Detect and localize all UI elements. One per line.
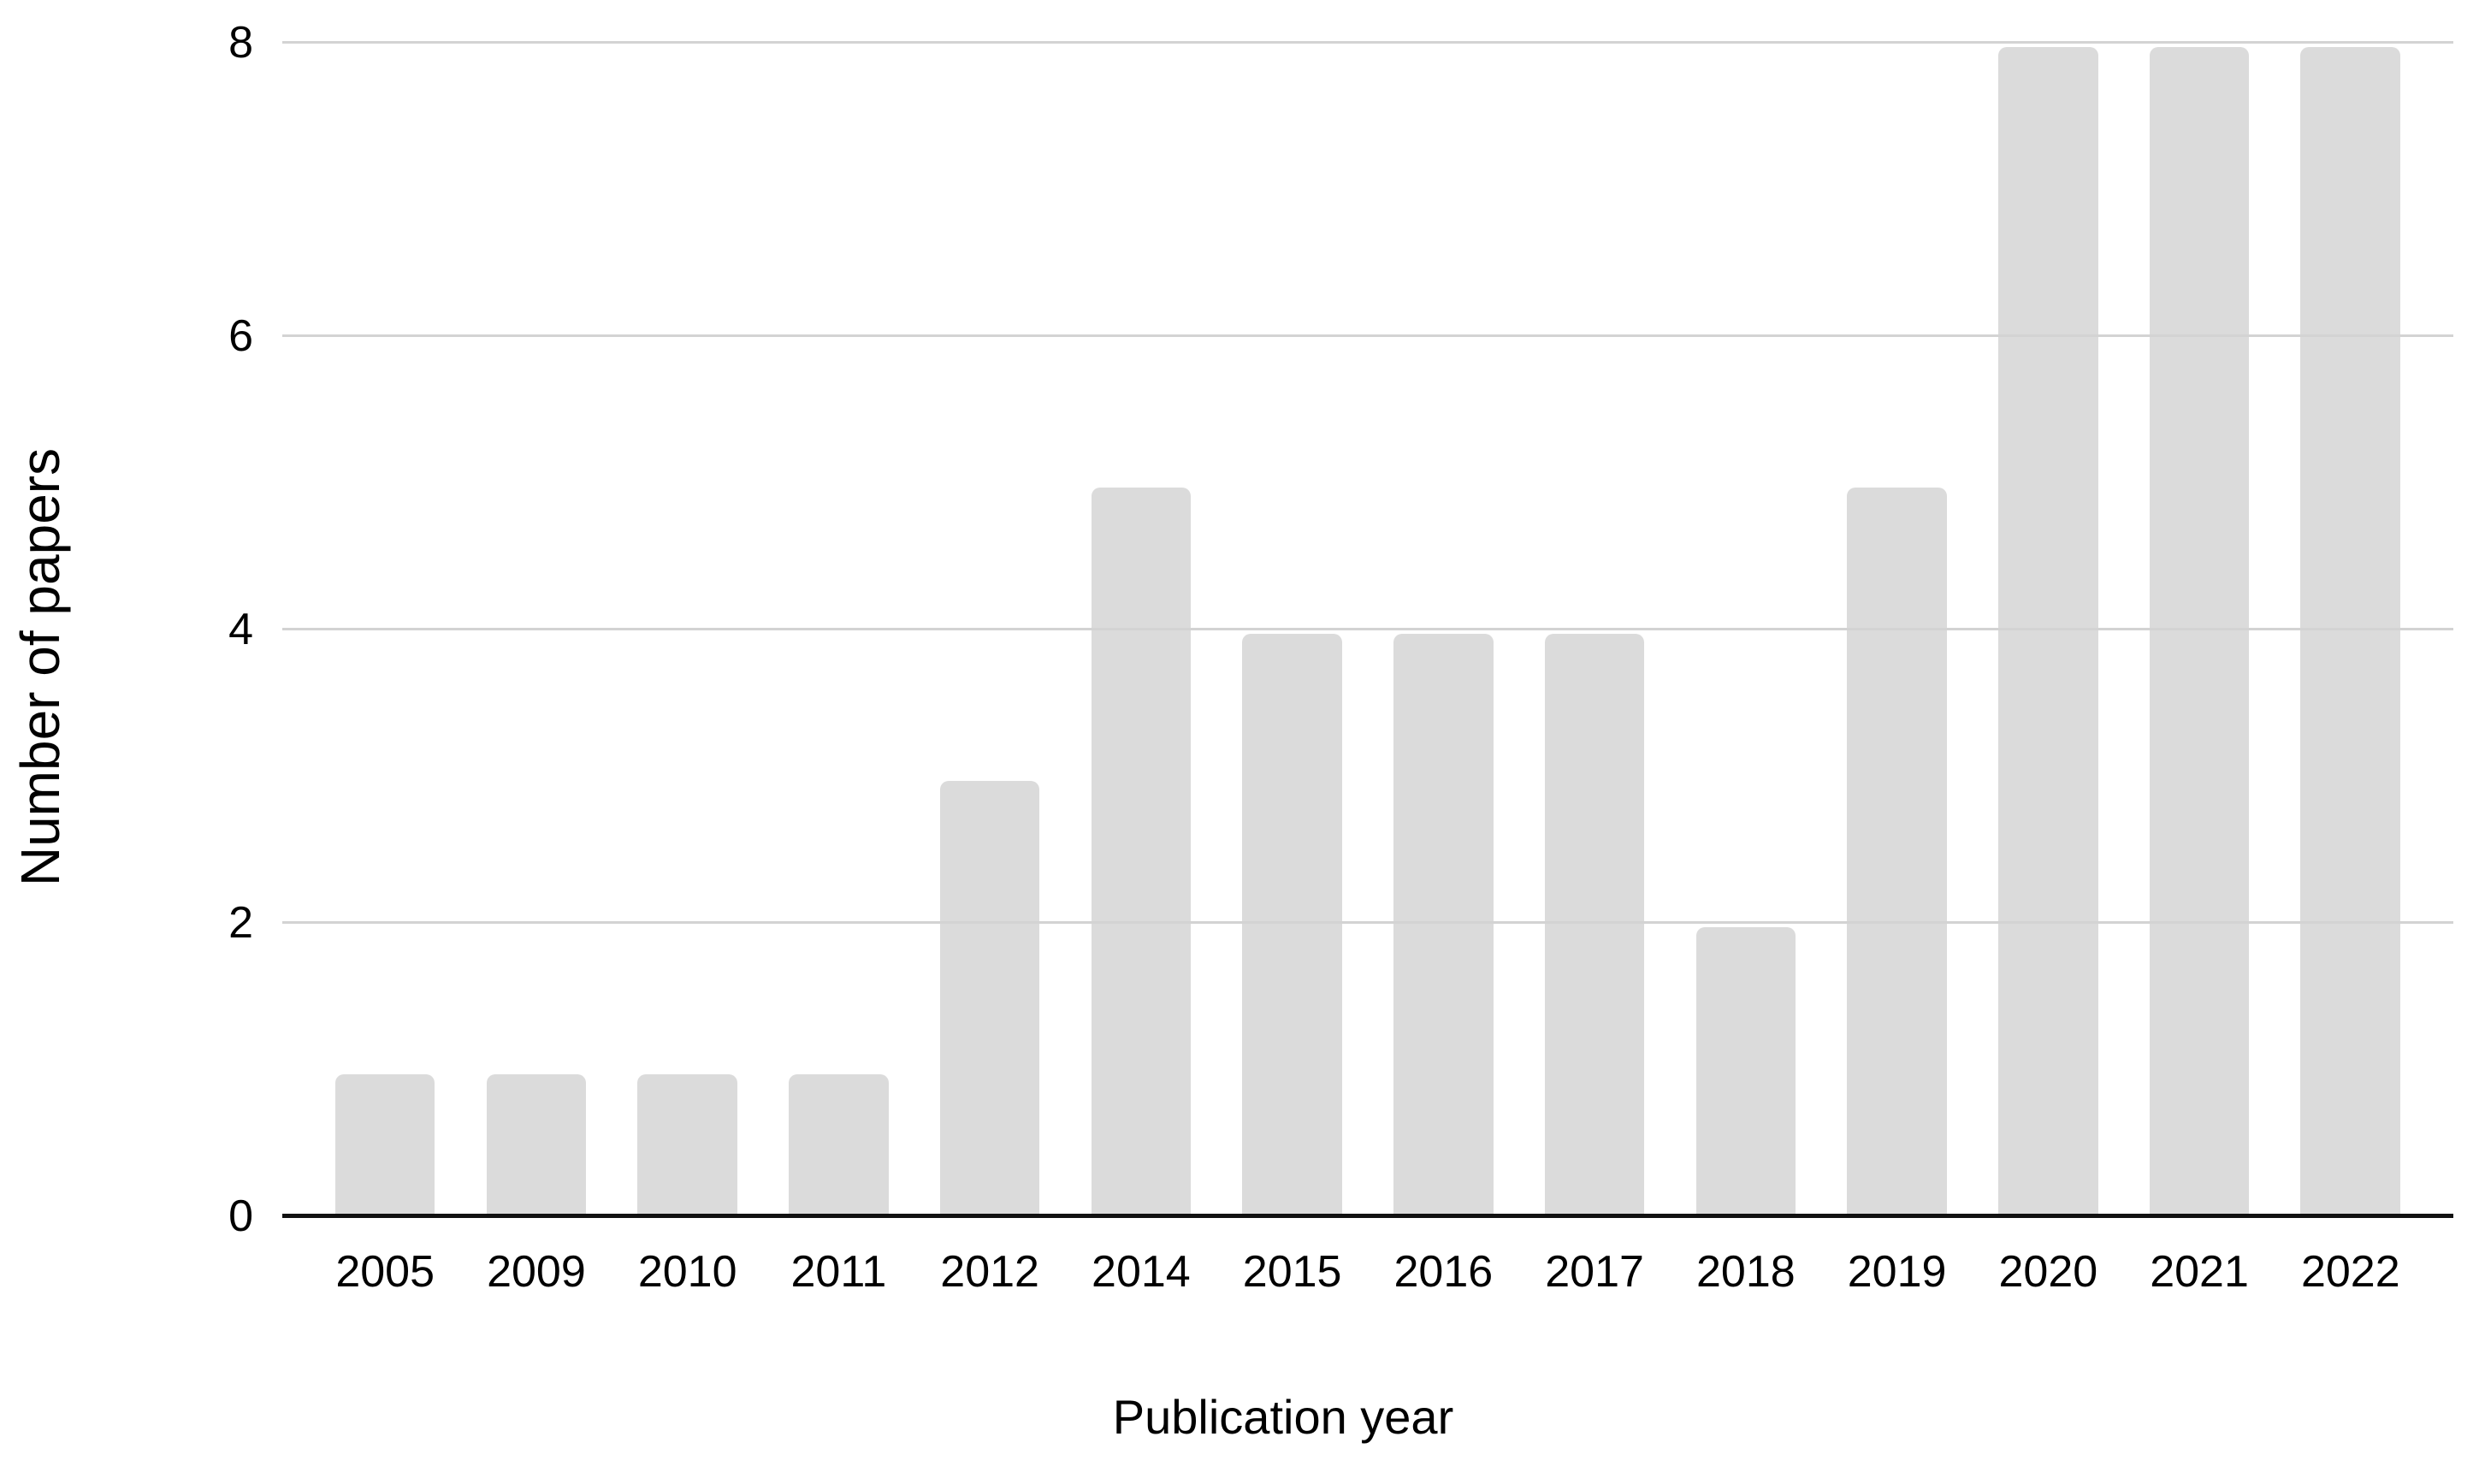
bar-2021 [2149,47,2250,1216]
bar-2005 [334,1073,435,1216]
x-tick-label-2016: 2016 [1393,1247,1494,1297]
x-tick-label-2018: 2018 [1696,1247,1796,1297]
x-tick-label-2005: 2005 [335,1247,435,1297]
x-tick-label-2010: 2010 [637,1247,737,1297]
bar-2018 [1695,927,1796,1216]
bar-2017 [1544,634,1645,1216]
x-axis-line [282,1214,2453,1218]
x-axis-title: Publication year [1112,1390,1454,1444]
bar-2015 [1242,634,1342,1216]
bar-2020 [1998,47,2098,1216]
x-tick-label-2011: 2011 [790,1247,887,1297]
y-tick-label-0: 0 [228,1191,253,1241]
x-tick-label-2009: 2009 [487,1247,586,1297]
x-tick-label-2014: 2014 [1092,1247,1191,1297]
bar-2016 [1393,634,1494,1216]
gridline-2 [282,921,2453,924]
gridline-6 [282,334,2453,337]
y-tick-label-2: 2 [228,898,253,948]
y-tick-label-8: 8 [228,18,253,68]
plot-area [282,41,2453,1218]
y-tick-label-4: 4 [228,605,253,654]
y-axis-tick-labels: 0 2 4 6 8 [0,21,253,1239]
x-tick-label-2020: 2020 [1998,1247,2098,1297]
x-tick-label-2019: 2019 [1847,1247,1947,1297]
x-tick-label-2017: 2017 [1545,1247,1644,1297]
bar-2019 [1847,487,1947,1216]
bar-2011 [789,1073,889,1216]
bar-2010 [637,1073,737,1216]
bar-2009 [486,1073,587,1216]
x-tick-label-2015: 2015 [1242,1247,1342,1297]
x-axis-tick-labels: 2005 2009 2010 2011 2012 2014 2015 2016 2017 2018… [282,1247,2453,1307]
x-tick-label-2012: 2012 [940,1247,1039,1297]
gridline-4 [282,628,2453,630]
x-tick-label-2021: 2021 [2150,1247,2249,1297]
bar-2014 [1091,487,1192,1216]
y-tick-label-6: 6 [228,311,253,361]
bar-2022 [2300,47,2401,1216]
bar-2012 [939,780,1040,1216]
gridline-8 [282,41,2453,44]
x-tick-label-2022: 2022 [2300,1247,2400,1297]
